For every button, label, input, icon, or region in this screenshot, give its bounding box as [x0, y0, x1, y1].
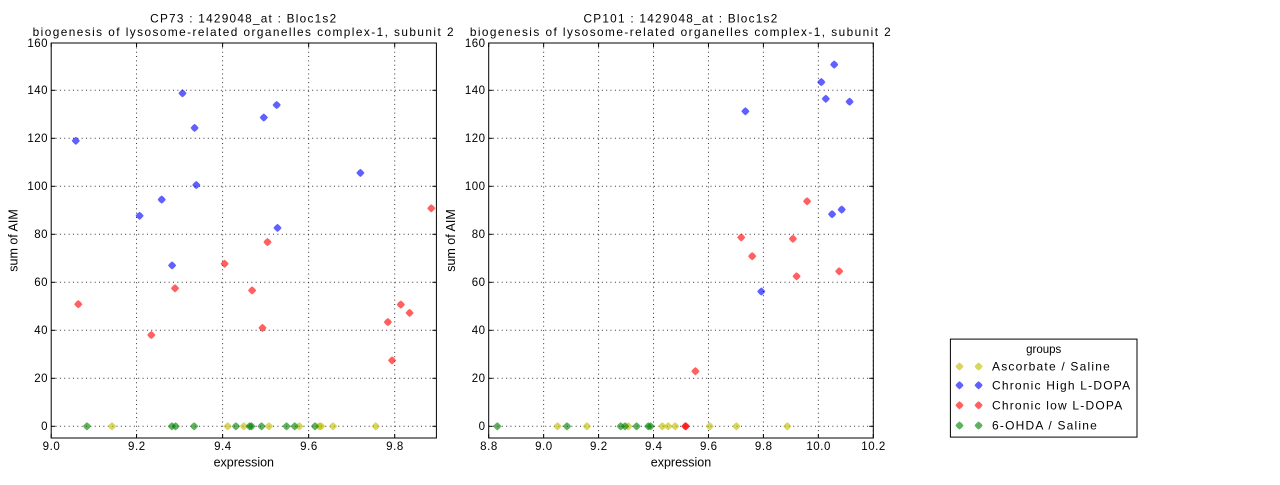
- svg-text:40: 40: [472, 325, 486, 337]
- svg-text:9.4: 9.4: [645, 441, 663, 453]
- svg-text:100: 100: [27, 181, 48, 193]
- svg-text:120: 120: [465, 133, 486, 145]
- svg-text:CP73 : 1429048_at : Bloc1s2: CP73 : 1429048_at : Bloc1s2: [150, 12, 337, 26]
- svg-text:9.4: 9.4: [214, 441, 232, 453]
- svg-text:expression: expression: [651, 456, 711, 470]
- svg-text:Ascorbate / Saline: Ascorbate / Saline: [992, 360, 1111, 374]
- svg-text:biogenesis of lysosome-related: biogenesis of lysosome-related organelle…: [33, 25, 455, 39]
- svg-text:biogenesis of lysosome-related: biogenesis of lysosome-related organelle…: [470, 25, 892, 39]
- svg-text:80: 80: [472, 229, 486, 241]
- svg-text:60: 60: [34, 277, 48, 289]
- svg-text:0: 0: [41, 421, 48, 433]
- svg-text:10.2: 10.2: [861, 441, 886, 453]
- svg-text:9.0: 9.0: [43, 441, 61, 453]
- svg-text:9.8: 9.8: [755, 441, 773, 453]
- svg-text:9.0: 9.0: [535, 441, 553, 453]
- svg-text:expression: expression: [214, 456, 274, 470]
- svg-text:9.8: 9.8: [386, 441, 404, 453]
- svg-text:9.6: 9.6: [700, 441, 718, 453]
- svg-text:6-OHDA / Saline: 6-OHDA / Saline: [992, 419, 1098, 433]
- svg-text:20: 20: [34, 373, 48, 385]
- svg-text:80: 80: [34, 229, 48, 241]
- svg-text:9.2: 9.2: [128, 441, 146, 453]
- svg-text:groups: groups: [1026, 344, 1061, 356]
- svg-text:0: 0: [479, 421, 486, 433]
- svg-text:160: 160: [465, 38, 486, 50]
- svg-text:100: 100: [465, 181, 486, 193]
- svg-text:160: 160: [27, 38, 48, 50]
- svg-text:10.0: 10.0: [806, 441, 831, 453]
- svg-text:140: 140: [465, 85, 486, 97]
- svg-text:60: 60: [472, 277, 486, 289]
- svg-text:CP101 : 1429048_at : Bloc1s2: CP101 : 1429048_at : Bloc1s2: [583, 12, 778, 26]
- svg-text:9.6: 9.6: [300, 441, 318, 453]
- svg-text:Chronic low L-DOPA: Chronic low L-DOPA: [992, 399, 1123, 413]
- svg-text:Chronic High L-DOPA: Chronic High L-DOPA: [992, 379, 1131, 393]
- svg-text:120: 120: [27, 133, 48, 145]
- svg-text:40: 40: [34, 325, 48, 337]
- svg-text:8.8: 8.8: [480, 441, 498, 453]
- svg-text:20: 20: [472, 373, 486, 385]
- svg-text:9.2: 9.2: [590, 441, 608, 453]
- svg-text:140: 140: [27, 85, 48, 97]
- svg-text:sum of AIM: sum of AIM: [7, 209, 21, 272]
- svg-text:sum of AIM: sum of AIM: [444, 209, 458, 272]
